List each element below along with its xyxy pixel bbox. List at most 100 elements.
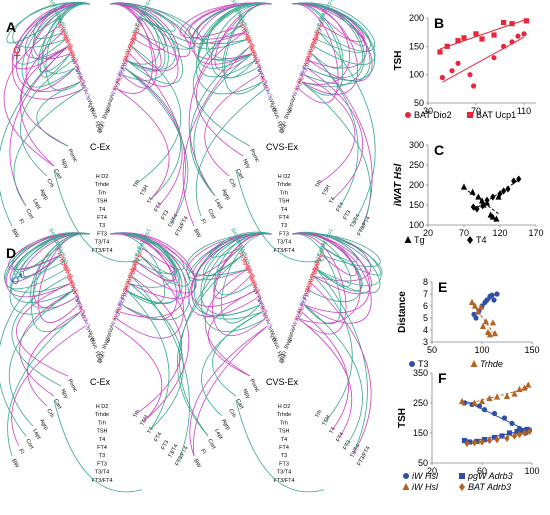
- network-arc: [197, 3, 273, 78]
- network-left-mirror-label: Fl: [93, 121, 100, 128]
- network-left-lower-label: BW: [10, 228, 20, 239]
- panel-a-left-caption: C-Ex: [90, 142, 110, 152]
- network-center-label: H D2: [96, 174, 109, 180]
- network-arc: [201, 311, 263, 417]
- network-arc: [318, 31, 376, 225]
- network-right-label: sW: [289, 96, 298, 107]
- network-arc: [303, 74, 356, 185]
- network-center-label: T3: [99, 223, 105, 229]
- network-left-lower-label: Crh: [45, 408, 54, 419]
- network-left-lower-label: Npy: [241, 388, 251, 400]
- data-point: [484, 297, 490, 303]
- network-right-lower-label: FT3: [160, 439, 170, 450]
- network-center-label: T3: [281, 223, 287, 229]
- data-point: [467, 112, 473, 118]
- y-axis-label: Distance: [397, 291, 408, 333]
- data-point: [486, 331, 494, 338]
- network-arc: [303, 304, 363, 447]
- network-arc: [131, 276, 183, 415]
- network-arc: [53, 169, 143, 263]
- data-point: [493, 215, 500, 222]
- network-arc: [37, 3, 91, 73]
- network-center-label: Trhde: [95, 182, 109, 188]
- y-tick-label: 250: [413, 398, 428, 408]
- network-arc: [40, 3, 91, 78]
- network-right-label: Fl: [281, 121, 288, 128]
- network-arc: [291, 3, 339, 104]
- network-arc: [22, 233, 91, 277]
- network-arc: [316, 269, 368, 455]
- y-tick-label: 7: [423, 289, 428, 299]
- network-left-lower-label: Fl: [199, 448, 206, 455]
- network-center-label: FT3: [279, 461, 289, 467]
- data-point: [506, 430, 513, 436]
- y-tick-label: 200: [409, 180, 424, 190]
- x-tick-label: 100: [524, 466, 539, 476]
- data-point: [509, 420, 515, 426]
- network-arc: [301, 81, 371, 233]
- trend-line: [473, 179, 519, 211]
- network-arc: [195, 31, 246, 157]
- network-arc: [11, 276, 69, 387]
- data-point: [494, 436, 500, 444]
- network-left-lower-label: Lept: [31, 428, 42, 441]
- network-center-label: Trhde: [277, 412, 291, 418]
- network-arc: [114, 325, 163, 423]
- network-center-label: T4: [99, 207, 105, 213]
- network-arc: [12, 2, 91, 48]
- network-arc: [291, 232, 361, 324]
- data-point: [521, 384, 528, 391]
- data-point: [486, 436, 493, 445]
- network-arc: [291, 233, 352, 287]
- network-left-lower-label: Cort: [206, 438, 216, 450]
- data-point: [484, 196, 490, 204]
- data-point: [524, 426, 530, 432]
- data-point: [525, 381, 532, 388]
- data-point: [501, 415, 508, 421]
- network-arc: [179, 247, 241, 437]
- network-arc: [109, 3, 157, 89]
- network-left-mirror-label: Dist: [276, 123, 286, 135]
- network-left-lower-label: Lept: [31, 198, 42, 211]
- network-right-label: gW: [286, 102, 296, 113]
- network-right-lower-label: T4: [328, 426, 336, 434]
- data-point: [437, 49, 443, 55]
- network-arc: [188, 17, 241, 197]
- data-point: [521, 429, 528, 437]
- network-arc: [0, 254, 61, 437]
- network-arc: [109, 3, 183, 85]
- network-arc: [109, 232, 196, 299]
- data-point: [490, 193, 496, 201]
- network-left-mirror-label: Fl: [275, 121, 282, 128]
- network-left-lower-label: Agrp: [220, 188, 231, 201]
- network-left-lower-label: Lept: [213, 428, 224, 441]
- network-left-lower-label: Fl: [17, 218, 24, 225]
- y-tick-label: 8: [423, 277, 428, 287]
- network-arc: [291, 233, 342, 325]
- network-center-label: FT3/FT4: [273, 248, 294, 254]
- network-arc: [193, 53, 253, 197]
- network-center-label: FT3/FT4: [91, 478, 112, 484]
- network-arc: [126, 290, 170, 431]
- network-right-lower-label: T4: [146, 196, 154, 204]
- data-point: [511, 432, 518, 440]
- female-symbol: ♀: [8, 39, 26, 66]
- network-left-lower-label: Cort: [24, 438, 34, 450]
- data-point: [473, 31, 479, 37]
- data-point: [479, 322, 487, 329]
- network-right-label: BWc: [102, 337, 113, 350]
- network-arc: [204, 74, 261, 177]
- data-point: [514, 428, 520, 435]
- data-point: [501, 187, 507, 195]
- data-point: [491, 434, 498, 441]
- data-point: [494, 291, 500, 297]
- network-arc: [291, 232, 381, 294]
- network-arc: [20, 60, 74, 177]
- x-tick-label: 120: [492, 228, 507, 238]
- network-right-lower-label: FT4: [153, 201, 163, 212]
- network-left-lower-label: Crh: [227, 408, 236, 419]
- network-left-lower-label: Lept: [213, 198, 224, 211]
- legend-label: Tg: [414, 235, 425, 245]
- network-right-lower-label: Trh: [314, 179, 323, 189]
- legend-label: BAT Ucp1: [476, 110, 516, 120]
